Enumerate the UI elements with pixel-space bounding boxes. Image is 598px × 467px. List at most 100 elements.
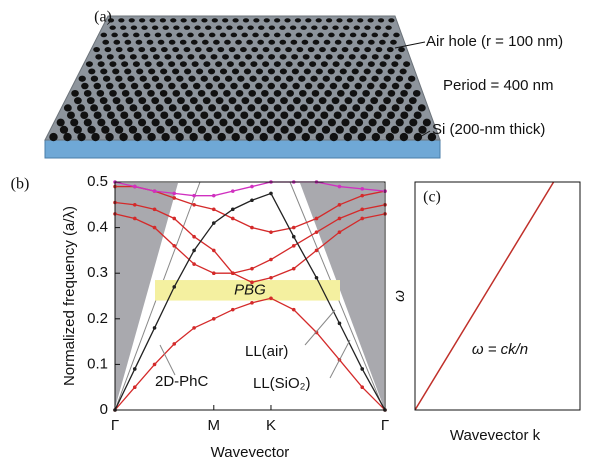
data-point	[231, 271, 235, 275]
air-hole	[212, 126, 220, 134]
data-point	[250, 185, 254, 189]
air-hole	[193, 83, 200, 89]
air-hole	[220, 68, 227, 74]
air-hole	[268, 40, 275, 45]
air-hole	[400, 111, 408, 119]
data-point	[338, 185, 342, 189]
air-hole	[246, 133, 254, 141]
air-hole	[286, 90, 294, 97]
air-hole	[396, 97, 404, 104]
air-hole	[296, 33, 303, 38]
air-hole	[317, 33, 324, 38]
air-hole	[203, 61, 210, 67]
air-hole	[147, 90, 155, 97]
air-hole	[152, 119, 160, 127]
air-hole	[221, 104, 229, 111]
air-hole	[135, 90, 143, 97]
air-hole	[222, 54, 229, 59]
air-hole	[113, 97, 121, 104]
air-hole	[267, 97, 275, 104]
air-hole	[280, 54, 287, 59]
air-hole	[136, 68, 143, 74]
air-hole	[322, 126, 330, 134]
air-hole	[306, 97, 314, 104]
data-point	[315, 276, 319, 280]
air-hole	[388, 90, 396, 97]
air-hole	[368, 18, 374, 22]
data-point	[360, 187, 364, 191]
air-hole	[163, 25, 169, 29]
x-tick-label: Γ	[111, 417, 119, 434]
air-hole	[301, 25, 307, 29]
air-hole	[195, 47, 202, 52]
air-hole	[357, 97, 365, 104]
air-hole	[370, 97, 378, 104]
air-hole	[303, 54, 310, 59]
air-hole	[187, 111, 195, 119]
air-hole	[280, 83, 287, 89]
air-hole	[147, 133, 155, 141]
air-hole	[296, 47, 303, 52]
air-hole	[133, 133, 141, 141]
air-hole	[184, 68, 191, 74]
series-line	[415, 182, 554, 410]
air-hole	[205, 83, 212, 89]
air-hole	[350, 33, 357, 38]
air-hole	[387, 111, 395, 119]
air-hole	[118, 18, 124, 22]
air-hole	[341, 119, 349, 127]
air-hole	[263, 33, 270, 38]
air-hole	[74, 97, 82, 104]
air-hole	[237, 25, 243, 29]
air-hole	[279, 25, 285, 29]
air-hole	[161, 133, 169, 141]
air-hole	[177, 97, 185, 104]
air-hole	[359, 76, 366, 82]
air-hole	[63, 133, 71, 141]
air-hole	[109, 61, 116, 67]
air-hole	[201, 18, 207, 22]
air-hole	[347, 111, 355, 119]
data-point	[212, 194, 216, 198]
air-hole	[324, 90, 332, 97]
air-hole	[368, 61, 375, 67]
air-hole	[148, 68, 155, 74]
air-hole	[388, 18, 394, 22]
air-hole	[304, 68, 311, 74]
air-hole	[295, 18, 301, 22]
air-hole	[101, 33, 108, 38]
air-hole	[308, 47, 315, 52]
air-hole	[314, 54, 321, 59]
y-tick-label: 0.1	[87, 355, 108, 372]
air-hole	[215, 61, 222, 67]
air-hole	[185, 90, 193, 97]
x-axis-label: Wavevector k	[450, 427, 541, 444]
air-hole	[190, 97, 198, 104]
air-hole	[164, 97, 172, 104]
air-hole	[340, 68, 347, 74]
air-hole	[260, 133, 268, 141]
air-hole	[235, 40, 242, 45]
air-hole	[240, 111, 248, 119]
air-hole	[274, 119, 282, 127]
air-hole	[94, 111, 102, 119]
air-hole	[214, 111, 222, 119]
annotation: 2D-PhC	[155, 373, 209, 390]
air-hole	[326, 18, 332, 22]
air-hole	[172, 90, 180, 97]
data-point	[231, 208, 235, 212]
data-point	[153, 189, 157, 193]
air-hole	[172, 47, 179, 52]
air-hole	[170, 126, 178, 134]
air-hole	[158, 40, 165, 45]
air-hole	[60, 126, 68, 134]
air-hole	[418, 104, 426, 111]
air-hole	[168, 83, 175, 89]
annotation: Period = 400 nm	[443, 77, 554, 94]
data-point	[250, 198, 254, 202]
air-hole	[365, 104, 373, 111]
air-hole	[127, 76, 134, 82]
data-point	[212, 208, 216, 212]
air-hole	[105, 133, 113, 141]
data-point	[231, 189, 235, 193]
